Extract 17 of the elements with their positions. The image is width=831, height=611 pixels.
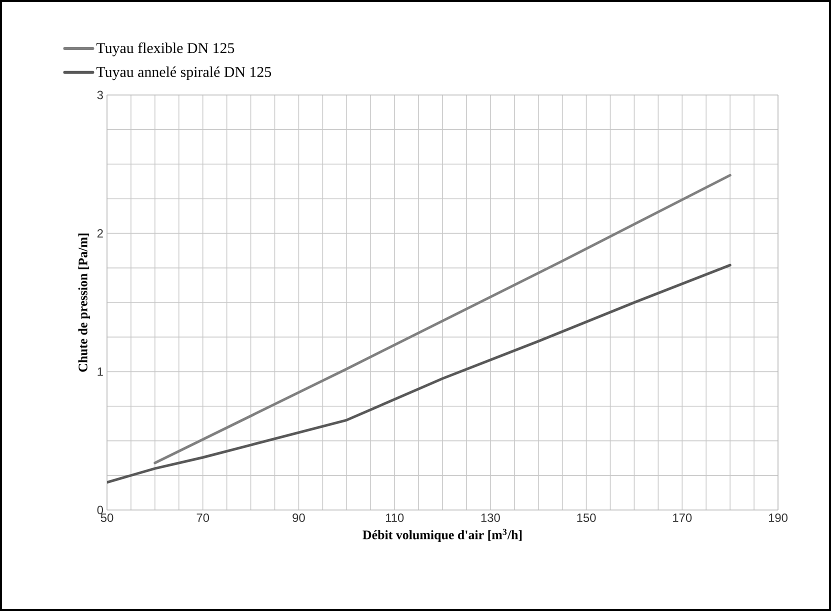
y-tick-label: 3 [97,90,103,100]
legend-label: Tuyau annelé spiralé DN 125 [96,66,272,80]
x-axis-title: Débit volumique d'air [m$^{3}$/h] [362,528,522,542]
x-tick-label: 50 [100,514,114,522]
x-tick-label: 150 [577,514,596,522]
x-tick-label: 170 [673,514,692,522]
x-tick-label: 130 [481,514,500,522]
x-tick-label: 110 [386,514,404,522]
legend-label: Tuyau flexible DN 125 [96,42,234,56]
x-tick-label: 70 [196,514,210,522]
x-tick-label: 190 [768,514,788,522]
x-tick-label: 90 [292,514,305,522]
y-axis-title: Chute de pression [Pa/m] [78,234,90,372]
y-tick-label: 2 [97,229,103,238]
y-tick-label: 0 [97,506,104,514]
y-tick-label: 1 [98,368,103,376]
line-series [154,174,732,464]
